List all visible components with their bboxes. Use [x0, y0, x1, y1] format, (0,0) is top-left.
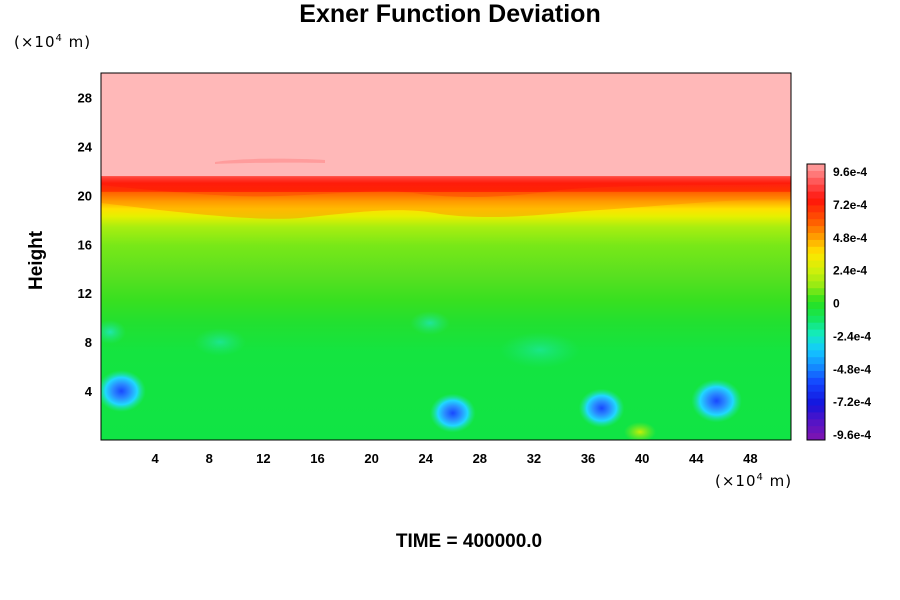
x-tick-labels: 4 8 12 16 20 24 28 32 36 40 44 48 [152, 451, 758, 466]
y-tick-label: 24 [78, 139, 93, 154]
y-tick-label: 28 [78, 90, 92, 105]
colorbar-swatch [807, 239, 825, 248]
colorbar-swatch [807, 253, 825, 262]
y-tick-label: 8 [85, 335, 92, 350]
colorbar-swatch [807, 288, 825, 296]
colorbar-swatch [807, 377, 825, 386]
colorbar-swatch [807, 205, 825, 213]
colorbar-swatch [807, 350, 825, 358]
low-anomaly [691, 379, 742, 423]
colorbar-swatch [807, 391, 825, 400]
colorbar-label: 7.2e-4 [833, 198, 867, 212]
y-tick-labels: 4 8 12 16 20 24 28 [78, 90, 93, 399]
time-label: TIME = 400000.0 [395, 531, 543, 552]
colorbar-swatch [807, 384, 825, 393]
colorbar-swatch [807, 329, 825, 337]
x-tick-label: 20 [364, 451, 378, 466]
colorbar-labels: 9.6e-4 7.2e-4 4.8e-4 2.4e-4 0 -2.4e-4 -4.8e-4 -… [833, 165, 871, 442]
colorbar-swatch [807, 219, 825, 227]
x-tick-label: 44 [689, 451, 704, 466]
colorbar-label: 2.4e-4 [833, 264, 867, 278]
y-axis-unit: (×104 m) [14, 33, 92, 51]
x-tick-label: 8 [206, 451, 213, 466]
colorbar-swatch [807, 177, 825, 186]
x-tick-label: 32 [527, 451, 541, 466]
colorbar-swatch [807, 281, 825, 289]
colorbar-swatch [807, 405, 825, 413]
colorbar-swatch [807, 191, 825, 199]
y-tick-label: 20 [78, 188, 92, 203]
colorbar-frame [806, 163, 826, 441]
colorbar-swatch [807, 343, 825, 351]
colorbar-label: 0 [833, 297, 840, 311]
colorbar-label: -2.4e-4 [833, 329, 871, 343]
low-anomaly [101, 370, 146, 412]
colorbar-swatch [807, 412, 825, 420]
x-tick-label: 28 [473, 451, 487, 466]
contour-field [101, 73, 791, 440]
colorbar [806, 163, 826, 441]
colorbar-swatch [807, 260, 825, 268]
colorbar-swatch [807, 419, 825, 427]
colorbar-swatch [807, 433, 825, 441]
plot-frame [100, 72, 792, 441]
colorbar-label: 9.6e-4 [833, 165, 867, 179]
colorbar-swatch [807, 315, 825, 324]
x-tick-label: 24 [418, 451, 433, 466]
colorbar-swatch [807, 246, 825, 255]
colorbar-label: -7.2e-4 [833, 395, 871, 409]
x-axis-unit: (×104 m) [715, 472, 793, 490]
colorbar-label: -9.6e-4 [833, 428, 871, 442]
colorbar-swatch [807, 233, 825, 241]
low-anomaly-layer [101, 370, 742, 433]
colorbar-swatch [807, 164, 825, 172]
colorbar-swatch [807, 274, 825, 282]
colorbar-swatch [807, 184, 825, 193]
x-tick-label: 40 [635, 451, 649, 466]
colorbar-swatch [807, 364, 825, 372]
colorbar-label: 4.8e-4 [833, 231, 867, 245]
colorbar-swatch [807, 336, 825, 344]
y-tick-label: 4 [85, 384, 93, 399]
colorbar-swatch [807, 226, 825, 234]
y-tick-label: 12 [78, 286, 92, 301]
colorbar-swatch [807, 426, 825, 434]
colorbar-swatch [807, 212, 825, 220]
y-tick-label: 16 [78, 237, 92, 252]
colorbar-swatch [807, 371, 825, 379]
colorbar-swatch [807, 322, 825, 331]
chart-title: Exner Function Deviation [299, 0, 601, 28]
x-tick-label: 48 [743, 451, 757, 466]
low-anomaly [429, 393, 476, 433]
x-tick-label: 16 [310, 451, 324, 466]
colorbar-swatch [807, 295, 825, 303]
colorbar-swatch [807, 198, 825, 206]
x-tick-label: 12 [256, 451, 270, 466]
colorbar-swatch [807, 357, 825, 365]
low-anomaly [578, 388, 625, 428]
x-tick-label: 36 [581, 451, 595, 466]
colorbar-swatch [807, 170, 825, 179]
colorbar-swatch [807, 398, 825, 406]
colorbar-swatch [807, 267, 825, 275]
x-tick-label: 4 [152, 451, 160, 466]
colorbar-label: -4.8e-4 [833, 362, 871, 376]
colorbar-swatch [807, 302, 825, 310]
colorbar-swatch [807, 308, 825, 317]
